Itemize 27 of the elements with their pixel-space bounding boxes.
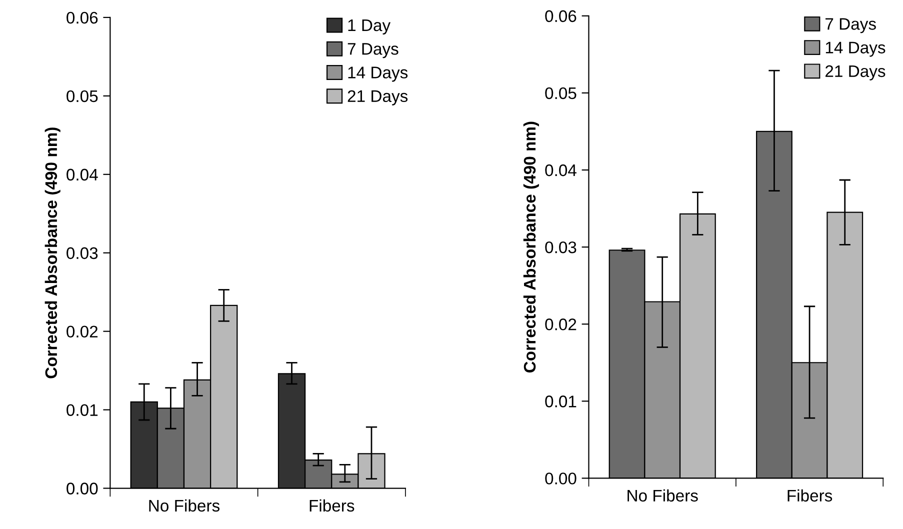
y-tick-label: 0.00	[66, 482, 98, 494]
legend-label: 14 Days	[826, 42, 886, 57]
legend-label: 7 Days	[348, 43, 398, 58]
y-tick-label: 0.01	[66, 404, 98, 416]
x-tick-label: Fibers	[310, 499, 354, 512]
x-tick-label: No Fibers	[149, 499, 220, 512]
y-tick-label: 0.06	[545, 10, 576, 22]
y-tick-label: 0.06	[66, 12, 98, 24]
y-axis-title: Corrected Absorbance (490 nm)	[523, 122, 539, 372]
y-tick-label: 0.01	[545, 396, 576, 408]
y-tick-label: 0.02	[545, 318, 576, 330]
legend-label: 14 Days	[348, 66, 408, 82]
legend-label: 21 Days	[825, 65, 886, 80]
y-tick-label: 0.04	[545, 164, 576, 176]
y-tick-label: 0.03	[545, 241, 576, 254]
y-tick-label: 0.00	[545, 472, 576, 484]
legend-label: 1 Day	[348, 20, 391, 34]
y-tick-label: 0.03	[66, 247, 98, 260]
y-tick-label: 0.05	[545, 87, 576, 100]
legend-label: 21 Days	[348, 90, 408, 106]
y-tick-label: 0.02	[66, 326, 98, 338]
y-axis-title: Corrected Absorbance (490 nm)	[44, 128, 60, 378]
y-tick-label: 0.05	[66, 90, 98, 102]
x-tick-label: Fibers	[788, 489, 832, 502]
x-tick-label: No Fibers	[628, 489, 698, 502]
legend-label: 7 Days	[826, 18, 876, 34]
y-tick-label: 0.04	[66, 168, 98, 181]
